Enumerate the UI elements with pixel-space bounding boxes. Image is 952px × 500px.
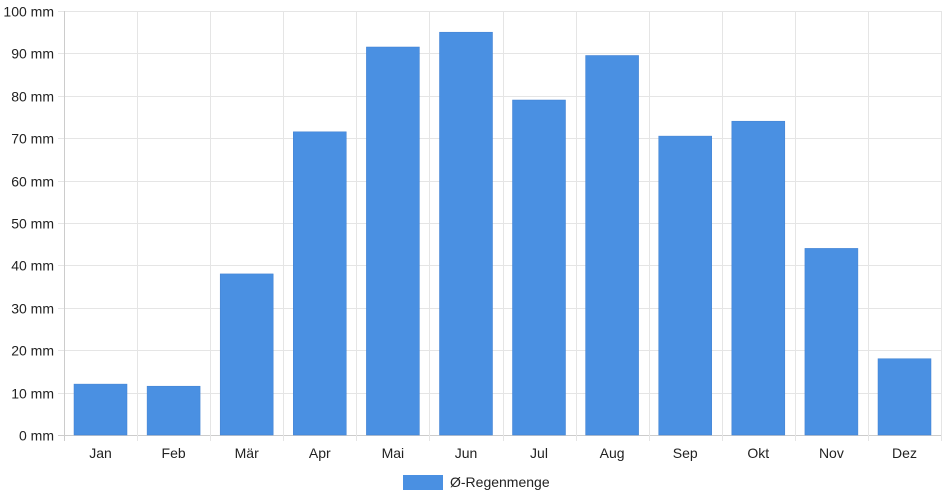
x-tick-label: Apr [309, 445, 331, 461]
x-tick-label: Dez [892, 445, 917, 461]
y-tick-label: 50 mm [11, 216, 54, 232]
y-tick-label: 10 mm [11, 386, 54, 402]
y-tick-label: 70 mm [11, 131, 54, 147]
legend[interactable]: Ø-Regenmenge [403, 474, 550, 490]
bar-mai[interactable] [366, 46, 420, 436]
y-tick-label: 60 mm [11, 174, 54, 190]
bar-feb[interactable] [146, 385, 201, 436]
x-tick-label: Feb [162, 445, 186, 461]
x-tick-label: Aug [600, 445, 625, 461]
bar-jun[interactable] [439, 31, 493, 436]
x-tick-label: Okt [747, 445, 769, 461]
y-tick-label: 40 mm [11, 258, 54, 274]
x-tick-label: Nov [819, 445, 844, 461]
legend-swatch [403, 475, 443, 490]
x-tick-label: Jun [455, 445, 478, 461]
bar-jan[interactable] [73, 383, 128, 436]
grid-lines [58, 11, 942, 441]
x-tick-label: Sep [673, 445, 698, 461]
x-tick-label: Mär [235, 445, 259, 461]
x-tick-label: Mai [382, 445, 405, 461]
y-tick-label: 90 mm [11, 46, 54, 62]
bar-apr[interactable] [293, 131, 347, 436]
bar-sep[interactable] [658, 135, 712, 436]
y-tick-label: 80 mm [11, 89, 54, 105]
bar-dez[interactable] [877, 358, 932, 436]
y-tick-label: 0 mm [19, 428, 54, 444]
x-tick-label: Jan [89, 445, 112, 461]
y-tick-label: 100 mm [3, 4, 54, 20]
bar-okt[interactable] [731, 120, 786, 436]
bar-aug[interactable] [585, 55, 639, 436]
x-tick-label: Jul [530, 445, 548, 461]
y-axis-ticks: 0 mm 10 mm 20 mm 30 mm 40 mm 50 mm 60 mm 70 mm 8… [3, 4, 54, 444]
bar-nov[interactable] [804, 248, 859, 436]
bars [73, 31, 932, 436]
x-axis-ticks: Jan Feb Mär Apr Mai Jun Jul Aug Sep Okt Nov Dez [89, 445, 917, 461]
bar-jul[interactable] [512, 99, 566, 436]
legend-label: Ø-Regenmenge [450, 474, 550, 490]
y-tick-label: 30 mm [11, 301, 54, 317]
bar-mär[interactable] [219, 273, 274, 436]
y-tick-label: 20 mm [11, 343, 54, 359]
